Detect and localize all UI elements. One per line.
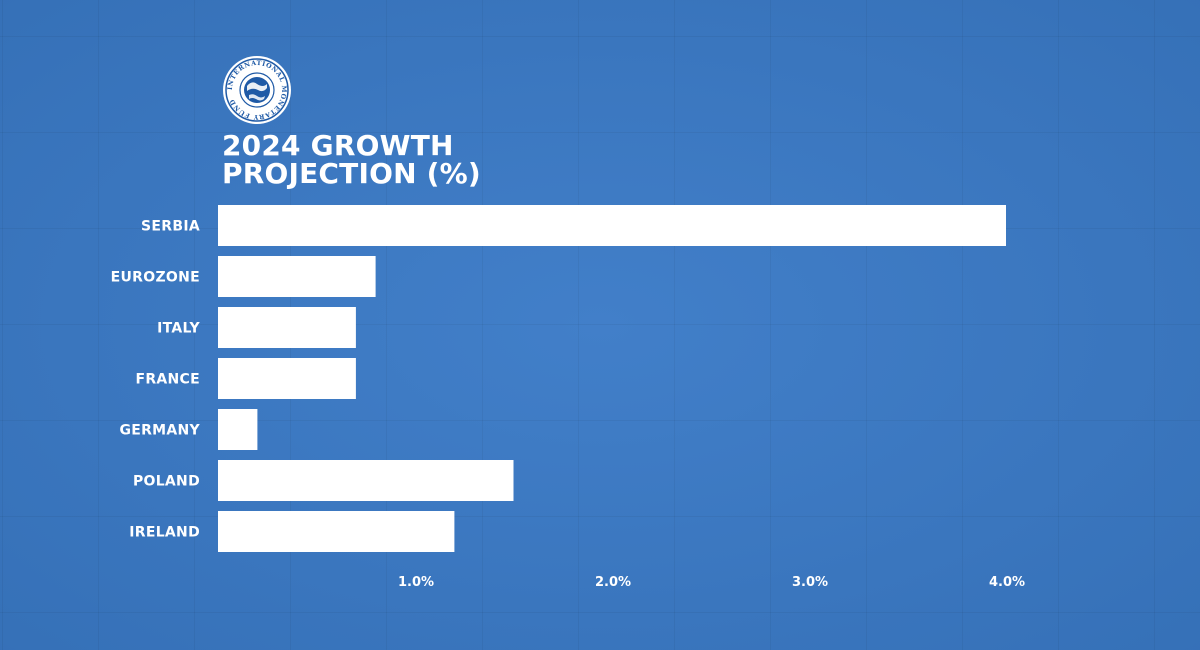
category-label-eurozone: EUROZONE	[111, 270, 200, 286]
category-label-serbia: SERBIA	[141, 219, 200, 235]
bar-poland	[218, 460, 514, 501]
chart-title-line-1: 2024 GROWTH	[222, 129, 454, 162]
x-tick-label: 2.0%	[595, 575, 631, 590]
x-tick-label: 1.0%	[398, 575, 434, 590]
chart-title: 2024 GROWTH PROJECTION (%)	[222, 132, 642, 188]
bar-ireland	[218, 511, 455, 552]
x-tick-label: 4.0%	[989, 575, 1025, 590]
bar-serbia	[218, 205, 1006, 246]
category-label-france: FRANCE	[135, 372, 200, 388]
category-label-poland: POLAND	[133, 474, 200, 490]
category-label-germany: GERMANY	[119, 423, 200, 439]
bar-germany	[218, 409, 258, 450]
category-label-italy: ITALY	[157, 321, 200, 337]
category-label-ireland: IRELAND	[129, 525, 200, 541]
imf-seal-icon: INTERNATIONAL MONETARY FUND	[222, 55, 292, 125]
bar-eurozone	[218, 256, 376, 297]
chart-title-line-2: PROJECTION (%)	[222, 157, 481, 190]
x-tick-label: 3.0%	[792, 575, 828, 590]
bar-france	[218, 358, 356, 399]
bar-italy	[218, 307, 356, 348]
